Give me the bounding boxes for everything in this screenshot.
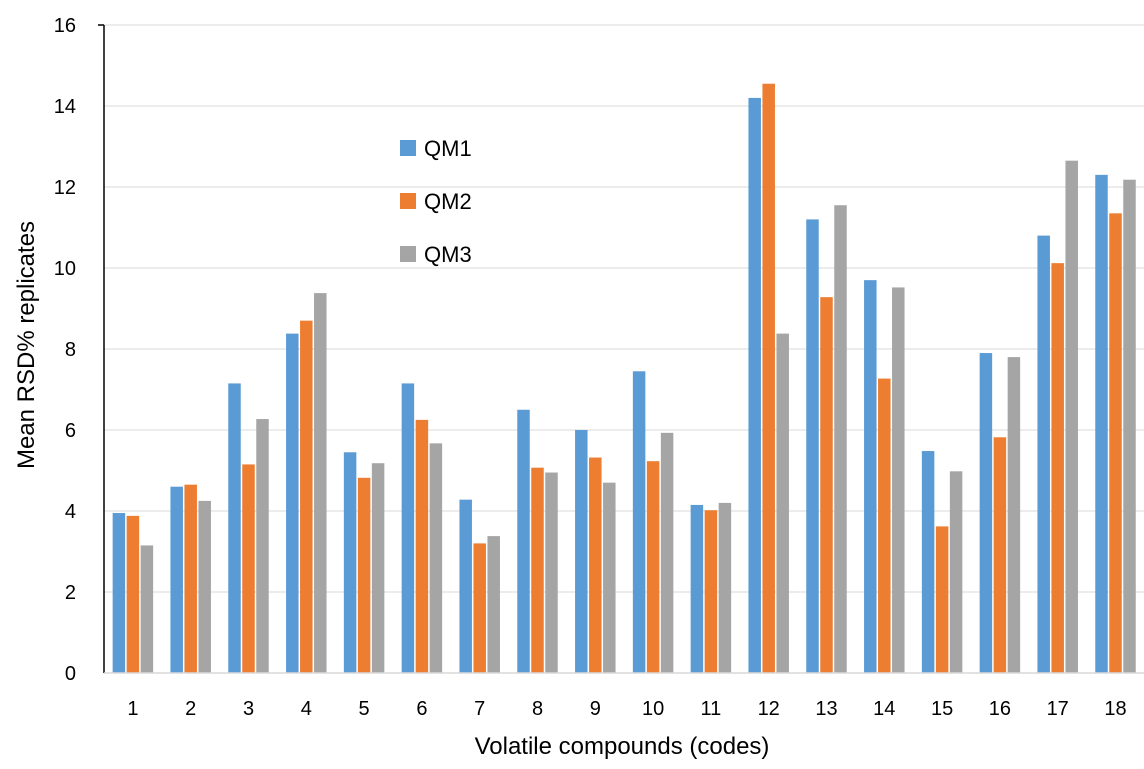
bar-qm2 — [184, 484, 197, 673]
bar-qm2 — [993, 437, 1007, 673]
bar-qm3 — [834, 205, 847, 673]
x-tick-label: 13 — [815, 698, 837, 720]
bar-qm1 — [690, 504, 704, 673]
legend-swatch-qm1 — [400, 140, 416, 156]
legend-swatch-qm2 — [400, 193, 416, 209]
bar-qm1 — [979, 353, 993, 673]
bar-qm1 — [401, 383, 415, 673]
bar-qm1 — [575, 430, 588, 673]
bar-qm3 — [892, 287, 905, 673]
bar-qm3 — [660, 432, 674, 673]
y-tick-label: 12 — [54, 177, 76, 199]
bar-qm2 — [357, 477, 371, 673]
x-tick-label: 6 — [416, 698, 427, 720]
x-tick-label: 15 — [931, 698, 953, 720]
bar-qm3 — [1123, 179, 1136, 673]
bar-qm3 — [1007, 357, 1021, 673]
bar-qm3 — [718, 502, 732, 673]
bar-qm2 — [126, 515, 140, 673]
x-tick-label: 16 — [989, 698, 1011, 720]
bar-qm2 — [300, 320, 313, 673]
bar-qm2 — [1051, 263, 1064, 673]
bar-qm3 — [140, 545, 154, 673]
bar-qm2 — [646, 461, 660, 673]
bar-qm2 — [878, 378, 891, 673]
x-tick-labels: 1 2 3 4 5 6 7 8 9 10 11 12 13 14 15 16 17 18 — [127, 698, 1126, 720]
y-tick-label: 16 — [54, 15, 76, 37]
y-axis-title: Mean RSD% replicates — [13, 221, 40, 469]
bar-qm3 — [314, 293, 327, 673]
x-tick-label: 8 — [532, 698, 543, 720]
bar-qm1 — [806, 219, 819, 673]
bar-qm2 — [704, 510, 718, 673]
bar-qm3 — [429, 443, 443, 673]
x-tick-label: 9 — [590, 698, 601, 720]
bar-qm2 — [820, 297, 833, 673]
bar-qm2 — [589, 457, 602, 673]
bar-qm2 — [762, 83, 775, 674]
x-tick-label: 14 — [873, 698, 895, 720]
x-tick-label: 1 — [127, 698, 138, 720]
legend-label: QM1 — [424, 136, 472, 161]
x-tick-label: 3 — [243, 698, 254, 720]
y-tick-label: 2 — [65, 582, 76, 604]
bar-qm1 — [1095, 174, 1108, 673]
x-tick-label: 17 — [1047, 698, 1069, 720]
x-axis-title: Volatile compounds (codes) — [475, 733, 770, 760]
bar-qm1 — [632, 371, 646, 673]
bar-qm1 — [748, 97, 761, 673]
bar-qm3 — [1065, 160, 1078, 674]
legend: QM1 QM2 QM3 — [400, 136, 472, 267]
bar-qm1 — [170, 486, 183, 673]
bar-qm3 — [487, 536, 500, 673]
bar-qm3 — [256, 419, 269, 673]
bar-qm1 — [112, 513, 126, 673]
bar-qm1 — [921, 451, 935, 673]
bar-qm1 — [517, 409, 530, 673]
y-tick-label: 10 — [54, 258, 76, 280]
x-tick-label: 12 — [758, 698, 780, 720]
y-tick-label: 4 — [65, 501, 76, 523]
bar-qm1 — [286, 333, 299, 673]
x-tick-label: 11 — [701, 698, 722, 720]
bar-qm1 — [343, 452, 357, 673]
y-tick-label: 6 — [65, 420, 76, 442]
x-tick-label: 10 — [642, 698, 664, 720]
bar-qm3 — [545, 472, 558, 673]
legend-label: QM2 — [424, 189, 472, 214]
x-tick-label: 18 — [1104, 698, 1126, 720]
legend-swatch-qm3 — [400, 246, 416, 262]
bar-qm3 — [603, 482, 616, 673]
bar-qm3 — [776, 333, 789, 673]
bar-qm1 — [228, 383, 241, 673]
y-tick-label: 0 — [65, 663, 76, 685]
bar-qm1 — [864, 280, 877, 673]
bar-qm2 — [531, 467, 544, 673]
bar-qm3 — [371, 463, 385, 673]
bar-series — [112, 83, 1136, 674]
x-tick-label: 4 — [301, 698, 312, 720]
bar-qm1 — [1037, 235, 1050, 673]
bar-qm2 — [242, 464, 255, 673]
axes — [98, 24, 1144, 674]
bar-qm2 — [415, 419, 429, 673]
x-tick-label: 7 — [474, 698, 485, 720]
bar-qm3 — [949, 471, 963, 673]
bar-qm2 — [473, 543, 486, 673]
y-tick-label: 14 — [54, 96, 76, 118]
bar-qm2 — [1109, 213, 1122, 673]
x-tick-label: 5 — [359, 698, 370, 720]
x-tick-label: 2 — [185, 698, 196, 720]
y-tick-label: 8 — [65, 339, 76, 361]
legend-label: QM3 — [424, 242, 472, 267]
gridlines — [104, 24, 1144, 593]
bar-qm2 — [935, 526, 949, 673]
bar-qm3 — [198, 500, 211, 673]
bar-qm1 — [459, 499, 472, 673]
y-tick-labels: 0 2 4 6 8 10 12 14 16 — [54, 15, 76, 685]
